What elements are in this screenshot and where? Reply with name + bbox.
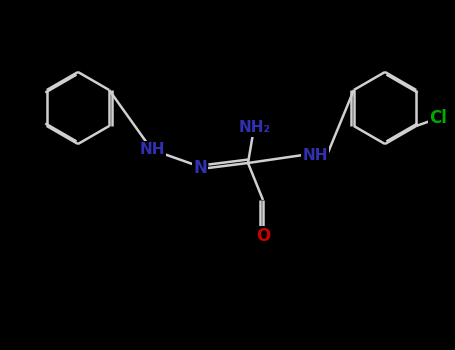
Text: O: O: [256, 227, 270, 245]
Text: NH₂: NH₂: [239, 120, 271, 135]
Text: Cl: Cl: [429, 109, 447, 127]
Text: NH: NH: [139, 142, 165, 158]
Text: NH: NH: [302, 147, 328, 162]
Text: N: N: [193, 159, 207, 177]
